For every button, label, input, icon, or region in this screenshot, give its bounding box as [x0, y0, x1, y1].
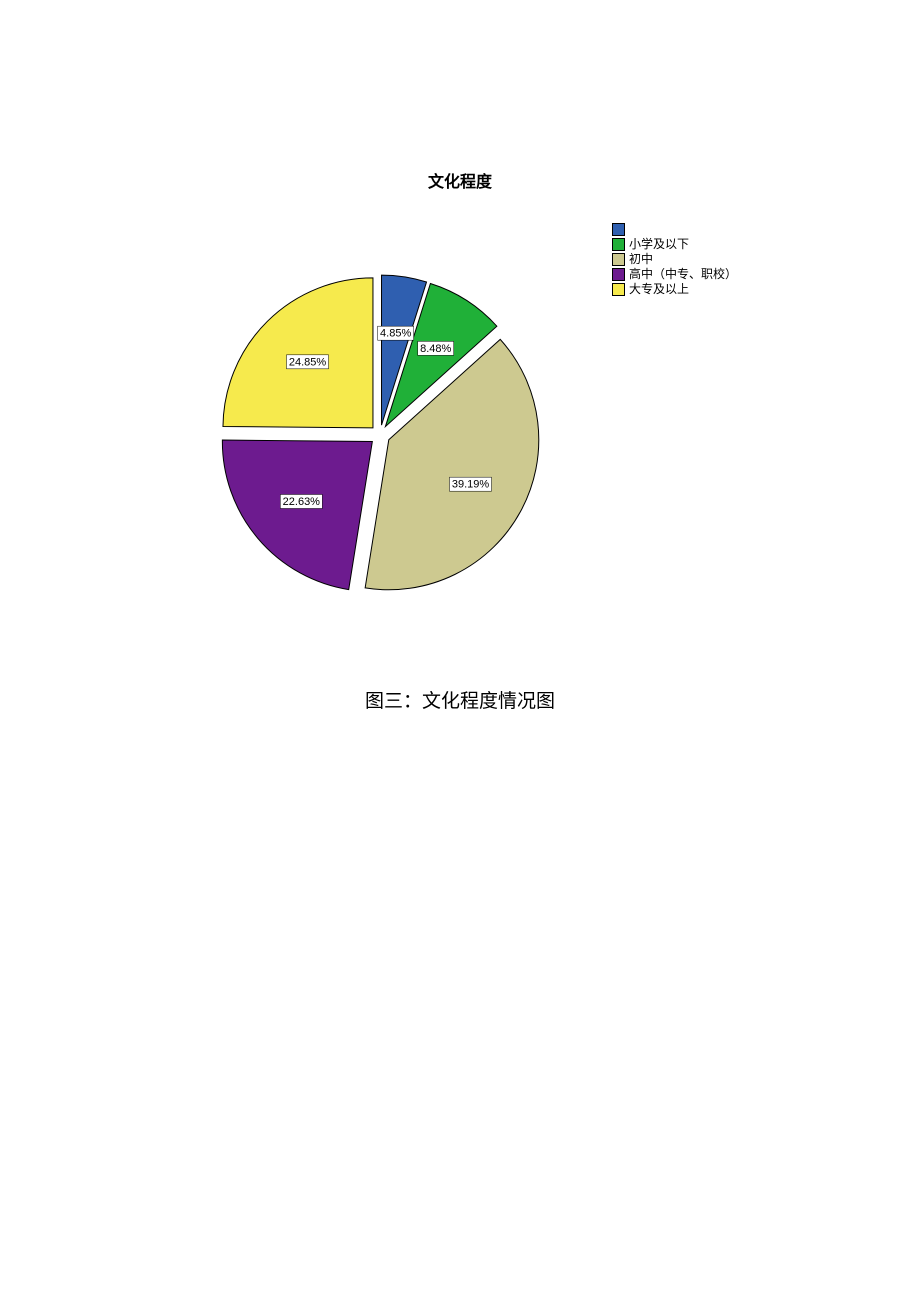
legend-swatch: [612, 268, 625, 281]
legend-swatch: [612, 223, 625, 236]
slice-label: 4.85%: [380, 328, 411, 340]
slice-label: 39.19%: [452, 479, 490, 491]
legend-swatch: [612, 238, 625, 251]
pie-svg: 4.85% 8.48% 39.19% 22.63% 24.85%: [220, 275, 540, 595]
legend-swatch: [612, 253, 625, 266]
legend-label: 大专及以上: [629, 282, 689, 297]
legend-swatch: [612, 283, 625, 296]
legend-item: 小学及以下: [612, 237, 737, 252]
legend-label: 高中（中专、职校）: [629, 267, 737, 282]
pie-chart: 4.85% 8.48% 39.19% 22.63% 24.85%: [220, 275, 540, 595]
legend-item: 高中（中专、职校）: [612, 267, 737, 282]
slice-label: 8.48%: [420, 343, 451, 355]
legend-label: 初中: [629, 252, 653, 267]
slice-label: 22.63%: [283, 496, 321, 508]
chart-title: 文化程度: [0, 168, 920, 192]
pie-slice: [222, 440, 372, 590]
legend-label: 小学及以下: [629, 237, 689, 252]
legend-item: [612, 222, 737, 237]
legend-item: 初中: [612, 252, 737, 267]
pie-slice: [223, 278, 373, 428]
legend-item: 大专及以上: [612, 282, 737, 297]
chart-caption: 图三：文化程度情况图: [0, 686, 920, 713]
chart-legend: 小学及以下 初中 高中（中专、职校） 大专及以上: [612, 222, 737, 297]
pie-slices: [222, 275, 538, 590]
slice-label: 24.85%: [289, 356, 327, 368]
